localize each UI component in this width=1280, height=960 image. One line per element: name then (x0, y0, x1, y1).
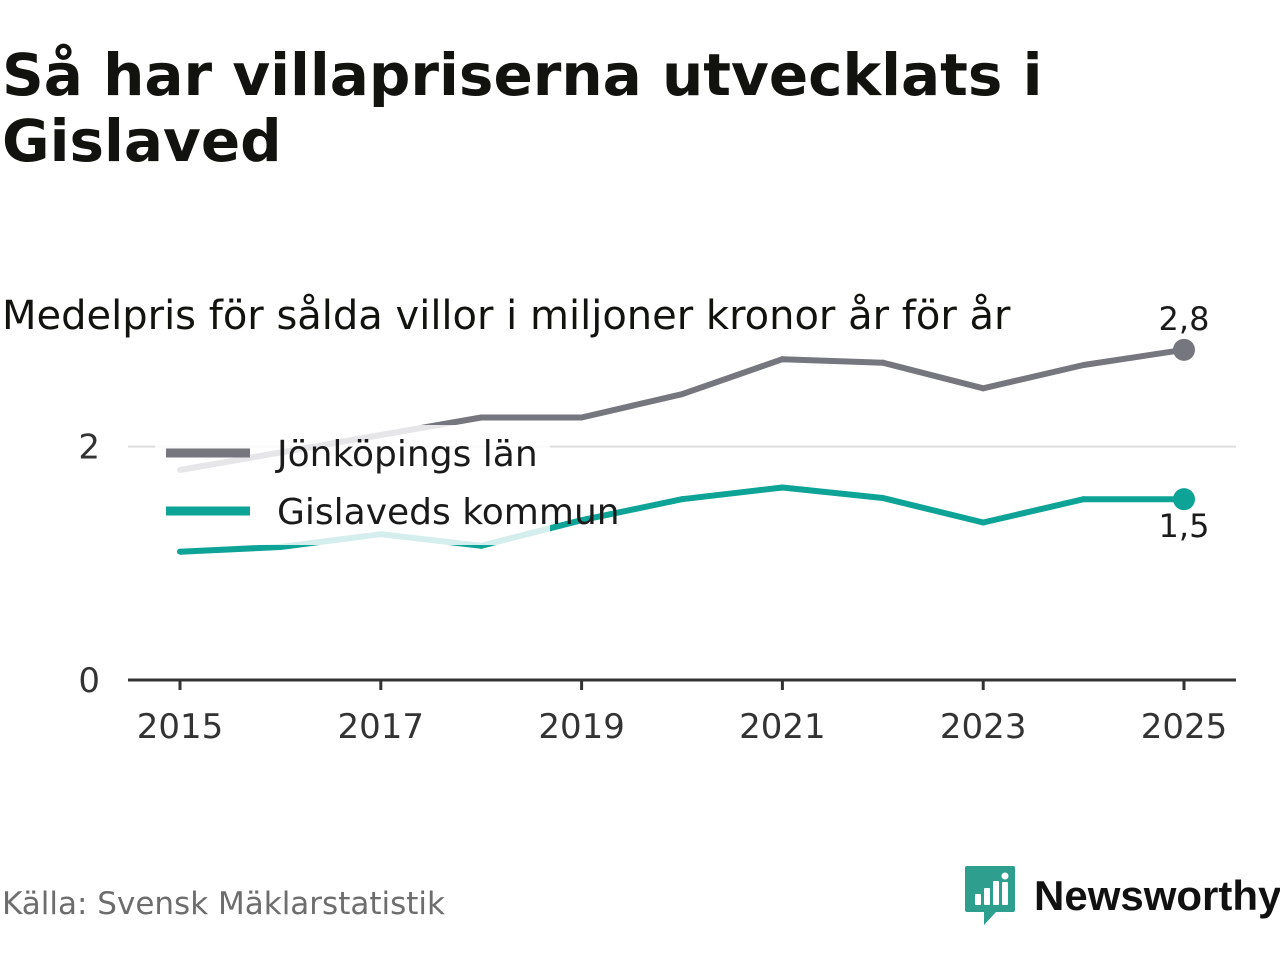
x-tick-label: 2019 (538, 707, 625, 747)
x-tick-label: 2025 (1141, 707, 1228, 747)
data-point (980, 385, 987, 392)
legend-label-1: Gislaveds kommun (277, 492, 620, 533)
legend-background (155, 425, 550, 545)
data-point (980, 519, 987, 526)
data-point (478, 414, 485, 421)
data-point (679, 496, 685, 503)
end-marker-0 (1173, 338, 1195, 361)
data-point (578, 414, 585, 421)
legend-label-0: Jönköpings län (275, 434, 538, 475)
brand-name: Newsworthy (1034, 872, 1280, 919)
data-point (879, 359, 886, 366)
data-point (1080, 362, 1087, 368)
x-tick-label: 2023 (940, 707, 1027, 747)
data-point (578, 517, 585, 524)
x-tick-label: 2021 (739, 707, 826, 747)
data-point (277, 544, 284, 550)
end-marker-1 (1173, 488, 1195, 511)
data-point (879, 495, 886, 501)
newsworthy-logo-icon (965, 866, 1015, 925)
data-point (177, 548, 183, 555)
end-label-1: 1,5 (1159, 507, 1210, 545)
chart-subtitle: Medelpris för sålda villor i miljoner kr… (2, 293, 1011, 339)
x-tick-label: 2015 (137, 707, 224, 747)
data-point (779, 484, 786, 491)
y-tick-label: 0 (78, 661, 100, 701)
chart-title: Så har villapriserna utvecklats i Gislav… (2, 41, 1043, 175)
y-tick-label: 2 (78, 428, 100, 468)
data-point (1080, 496, 1087, 503)
x-tick-label: 2017 (338, 707, 425, 747)
data-point (679, 391, 685, 398)
source-note: Källa: Svensk Mäklarstatistik (2, 886, 445, 922)
end-label-0: 2,8 (1159, 300, 1210, 338)
data-point (779, 356, 786, 363)
brand-logo: Newsworthy (964, 864, 1280, 928)
